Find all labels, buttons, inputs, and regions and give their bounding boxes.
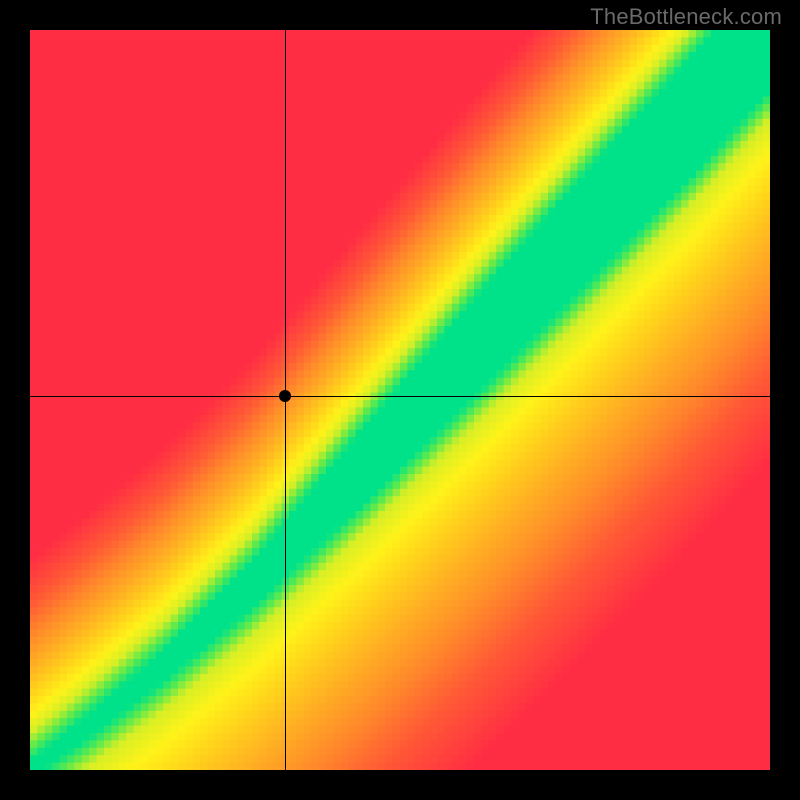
- heatmap-plot: [30, 30, 770, 770]
- crosshair-marker[interactable]: [279, 390, 291, 402]
- heatmap-canvas: [30, 30, 770, 770]
- watermark-text: TheBottleneck.com: [590, 4, 782, 30]
- crosshair-horizontal: [30, 396, 770, 397]
